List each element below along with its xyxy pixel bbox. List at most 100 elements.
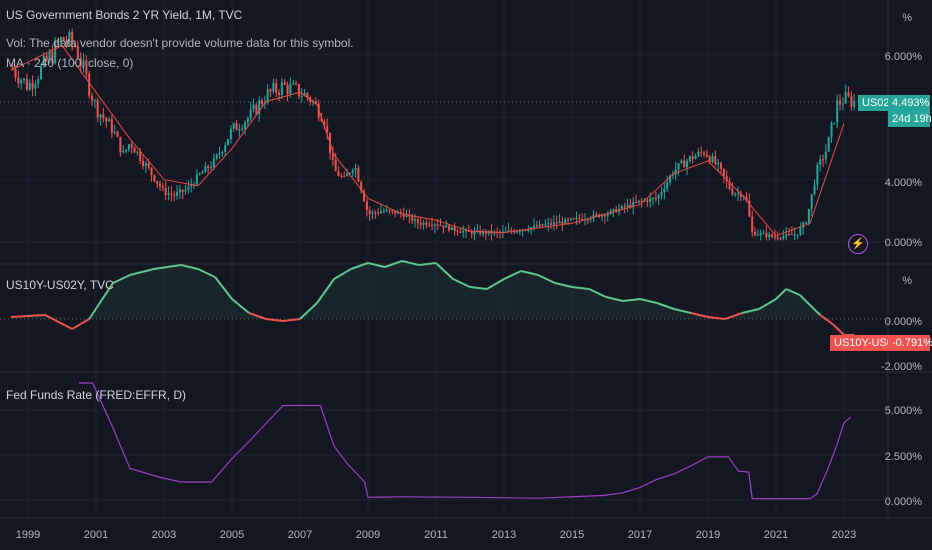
x-tick-label: 2011	[424, 529, 448, 541]
candle	[227, 139, 230, 146]
candle	[419, 223, 422, 225]
ma-line	[10, 44, 845, 237]
candle	[142, 161, 145, 166]
spread-segment	[554, 282, 573, 288]
candle	[326, 125, 329, 133]
candle	[734, 193, 737, 195]
x-tick-label: 2001	[84, 529, 108, 541]
spread-segment	[469, 286, 488, 290]
spread-segment	[741, 308, 760, 314]
candle	[119, 136, 122, 153]
spread-segment	[180, 264, 199, 270]
candle	[439, 225, 442, 227]
spread-segment	[833, 324, 845, 336]
candle	[323, 121, 326, 126]
candle	[416, 219, 419, 224]
spread-segment	[673, 308, 692, 314]
candle	[116, 131, 119, 137]
candle	[788, 233, 791, 235]
candle	[850, 95, 853, 107]
candle	[173, 194, 176, 196]
us02y-countdown-badge: 24d 19h	[888, 111, 932, 127]
candle	[853, 101, 856, 107]
candle	[646, 200, 649, 202]
candle	[450, 226, 453, 231]
candle	[666, 182, 669, 189]
spread-segment	[724, 312, 743, 320]
candle	[535, 225, 538, 227]
spread-segment	[435, 262, 454, 280]
pane-fed-funds	[0, 382, 888, 501]
candle	[28, 82, 31, 90]
candle	[153, 174, 156, 182]
candle	[705, 154, 708, 157]
spread-segment	[537, 274, 556, 284]
candle	[581, 218, 584, 221]
candle	[637, 200, 640, 203]
candle	[448, 225, 451, 231]
candle	[518, 231, 521, 233]
candle	[810, 194, 813, 210]
candle	[501, 231, 504, 233]
spread-segment	[214, 276, 233, 300]
candle	[462, 231, 465, 233]
candle	[833, 122, 836, 124]
candle	[91, 95, 94, 101]
price-tick: 0.000%	[884, 237, 922, 249]
candle	[606, 213, 609, 217]
spread-segment	[809, 304, 821, 316]
candle	[422, 222, 425, 225]
candle	[728, 181, 731, 189]
candle	[136, 151, 139, 153]
candle	[555, 222, 558, 224]
candle	[255, 104, 258, 115]
lightning-icon[interactable]: ⚡	[848, 234, 868, 254]
candle	[130, 144, 133, 148]
candle	[782, 236, 785, 239]
candle	[348, 173, 351, 175]
candle	[306, 93, 309, 98]
x-tick-label: 2023	[832, 529, 856, 541]
x-tick-label: 2009	[356, 529, 380, 541]
spread-segment	[656, 302, 675, 310]
spread-segment	[231, 298, 250, 314]
candle	[547, 223, 550, 225]
volume-note: Vol: The data vendor doesn't provide vol…	[6, 36, 354, 50]
candle	[405, 215, 408, 217]
candle	[484, 231, 487, 234]
candle	[847, 92, 850, 96]
x-tick-label: 2015	[560, 529, 584, 541]
candle	[144, 163, 147, 166]
candle	[513, 231, 516, 233]
candle	[459, 232, 462, 234]
candle	[677, 163, 680, 170]
candle	[195, 174, 198, 185]
candle	[368, 210, 371, 214]
candle	[510, 230, 513, 232]
candle	[394, 211, 397, 214]
candle	[283, 82, 286, 85]
candle	[365, 201, 368, 211]
candle	[652, 198, 655, 200]
x-tick-label: 2007	[288, 529, 312, 541]
candle	[544, 224, 547, 226]
candle	[374, 212, 377, 214]
candle	[286, 84, 289, 95]
candle	[657, 195, 660, 199]
candle	[569, 218, 572, 220]
candle	[232, 123, 235, 129]
candle	[105, 117, 108, 122]
candle	[278, 92, 281, 95]
candle	[552, 222, 555, 225]
candle	[380, 211, 383, 214]
candle	[456, 231, 459, 233]
spread-segment	[785, 288, 801, 296]
candle	[680, 160, 683, 164]
candle	[71, 31, 74, 44]
candle	[533, 225, 536, 228]
pane-separators	[0, 0, 932, 519]
candle	[790, 233, 793, 235]
candle	[762, 233, 765, 235]
candle	[360, 181, 363, 192]
candle	[717, 162, 720, 165]
